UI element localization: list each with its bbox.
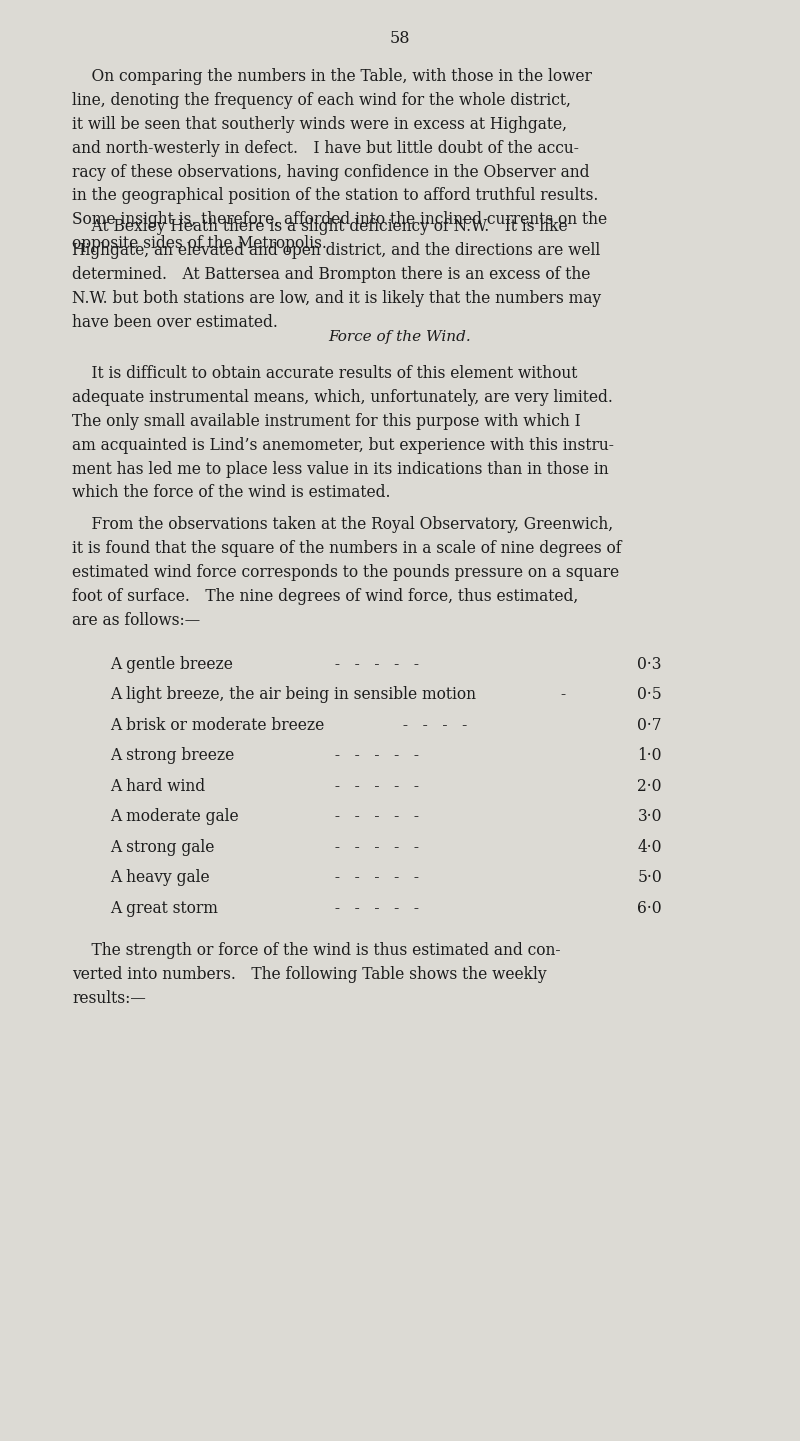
Text: 5·0: 5·0 [638,869,662,886]
Text: A hard wind: A hard wind [110,778,205,795]
Text: At Bexley Heath there is a slight deficiency of N.W. It is like
Highgate, an ele: At Bexley Heath there is a slight defici… [72,218,601,330]
Text: -   -   -   -   -: - - - - - [330,839,419,856]
Text: 0·3: 0·3 [638,656,662,673]
Text: A heavy gale: A heavy gale [110,869,210,886]
Text: Force of the Wind.: Force of the Wind. [329,330,471,344]
Text: 3·0: 3·0 [638,808,662,826]
Text: 4·0: 4·0 [638,839,662,856]
Text: A gentle breeze: A gentle breeze [110,656,233,673]
Text: -   -   -   -   -: - - - - - [330,901,419,916]
Text: From the observations taken at the Royal Observatory, Greenwich,
it is found tha: From the observations taken at the Royal… [72,516,622,628]
Text: A strong gale: A strong gale [110,839,214,856]
Text: 58: 58 [390,30,410,48]
Text: A great storm: A great storm [110,901,218,916]
Text: A light breeze, the air being in sensible motion: A light breeze, the air being in sensibl… [110,686,476,703]
Text: A moderate gale: A moderate gale [110,808,238,826]
Text: The strength or force of the wind is thus estimated and con-
verted into numbers: The strength or force of the wind is thu… [72,942,561,1007]
Text: -   -   -   -: - - - - [398,718,467,733]
Text: It is difficult to obtain accurate results of this element without
adequate inst: It is difficult to obtain accurate resul… [72,365,614,501]
Text: 6·0: 6·0 [638,901,662,916]
Text: 1·0: 1·0 [638,748,662,765]
Text: 0·5: 0·5 [638,686,662,703]
Text: -   -   -   -   -: - - - - - [330,748,419,765]
Text: -   -   -   -   -: - - - - - [330,778,419,795]
Text: -   -   -   -   -: - - - - - [330,656,419,673]
Text: On comparing the numbers in the Table, with those in the lower
line, denoting th: On comparing the numbers in the Table, w… [72,68,607,252]
Text: A strong breeze: A strong breeze [110,748,234,765]
Text: -: - [560,686,565,703]
Text: 0·7: 0·7 [638,718,662,733]
Text: -   -   -   -   -: - - - - - [330,869,419,886]
Text: 2·0: 2·0 [638,778,662,795]
Text: A brisk or moderate breeze: A brisk or moderate breeze [110,718,324,733]
Text: -   -   -   -   -: - - - - - [330,808,419,826]
